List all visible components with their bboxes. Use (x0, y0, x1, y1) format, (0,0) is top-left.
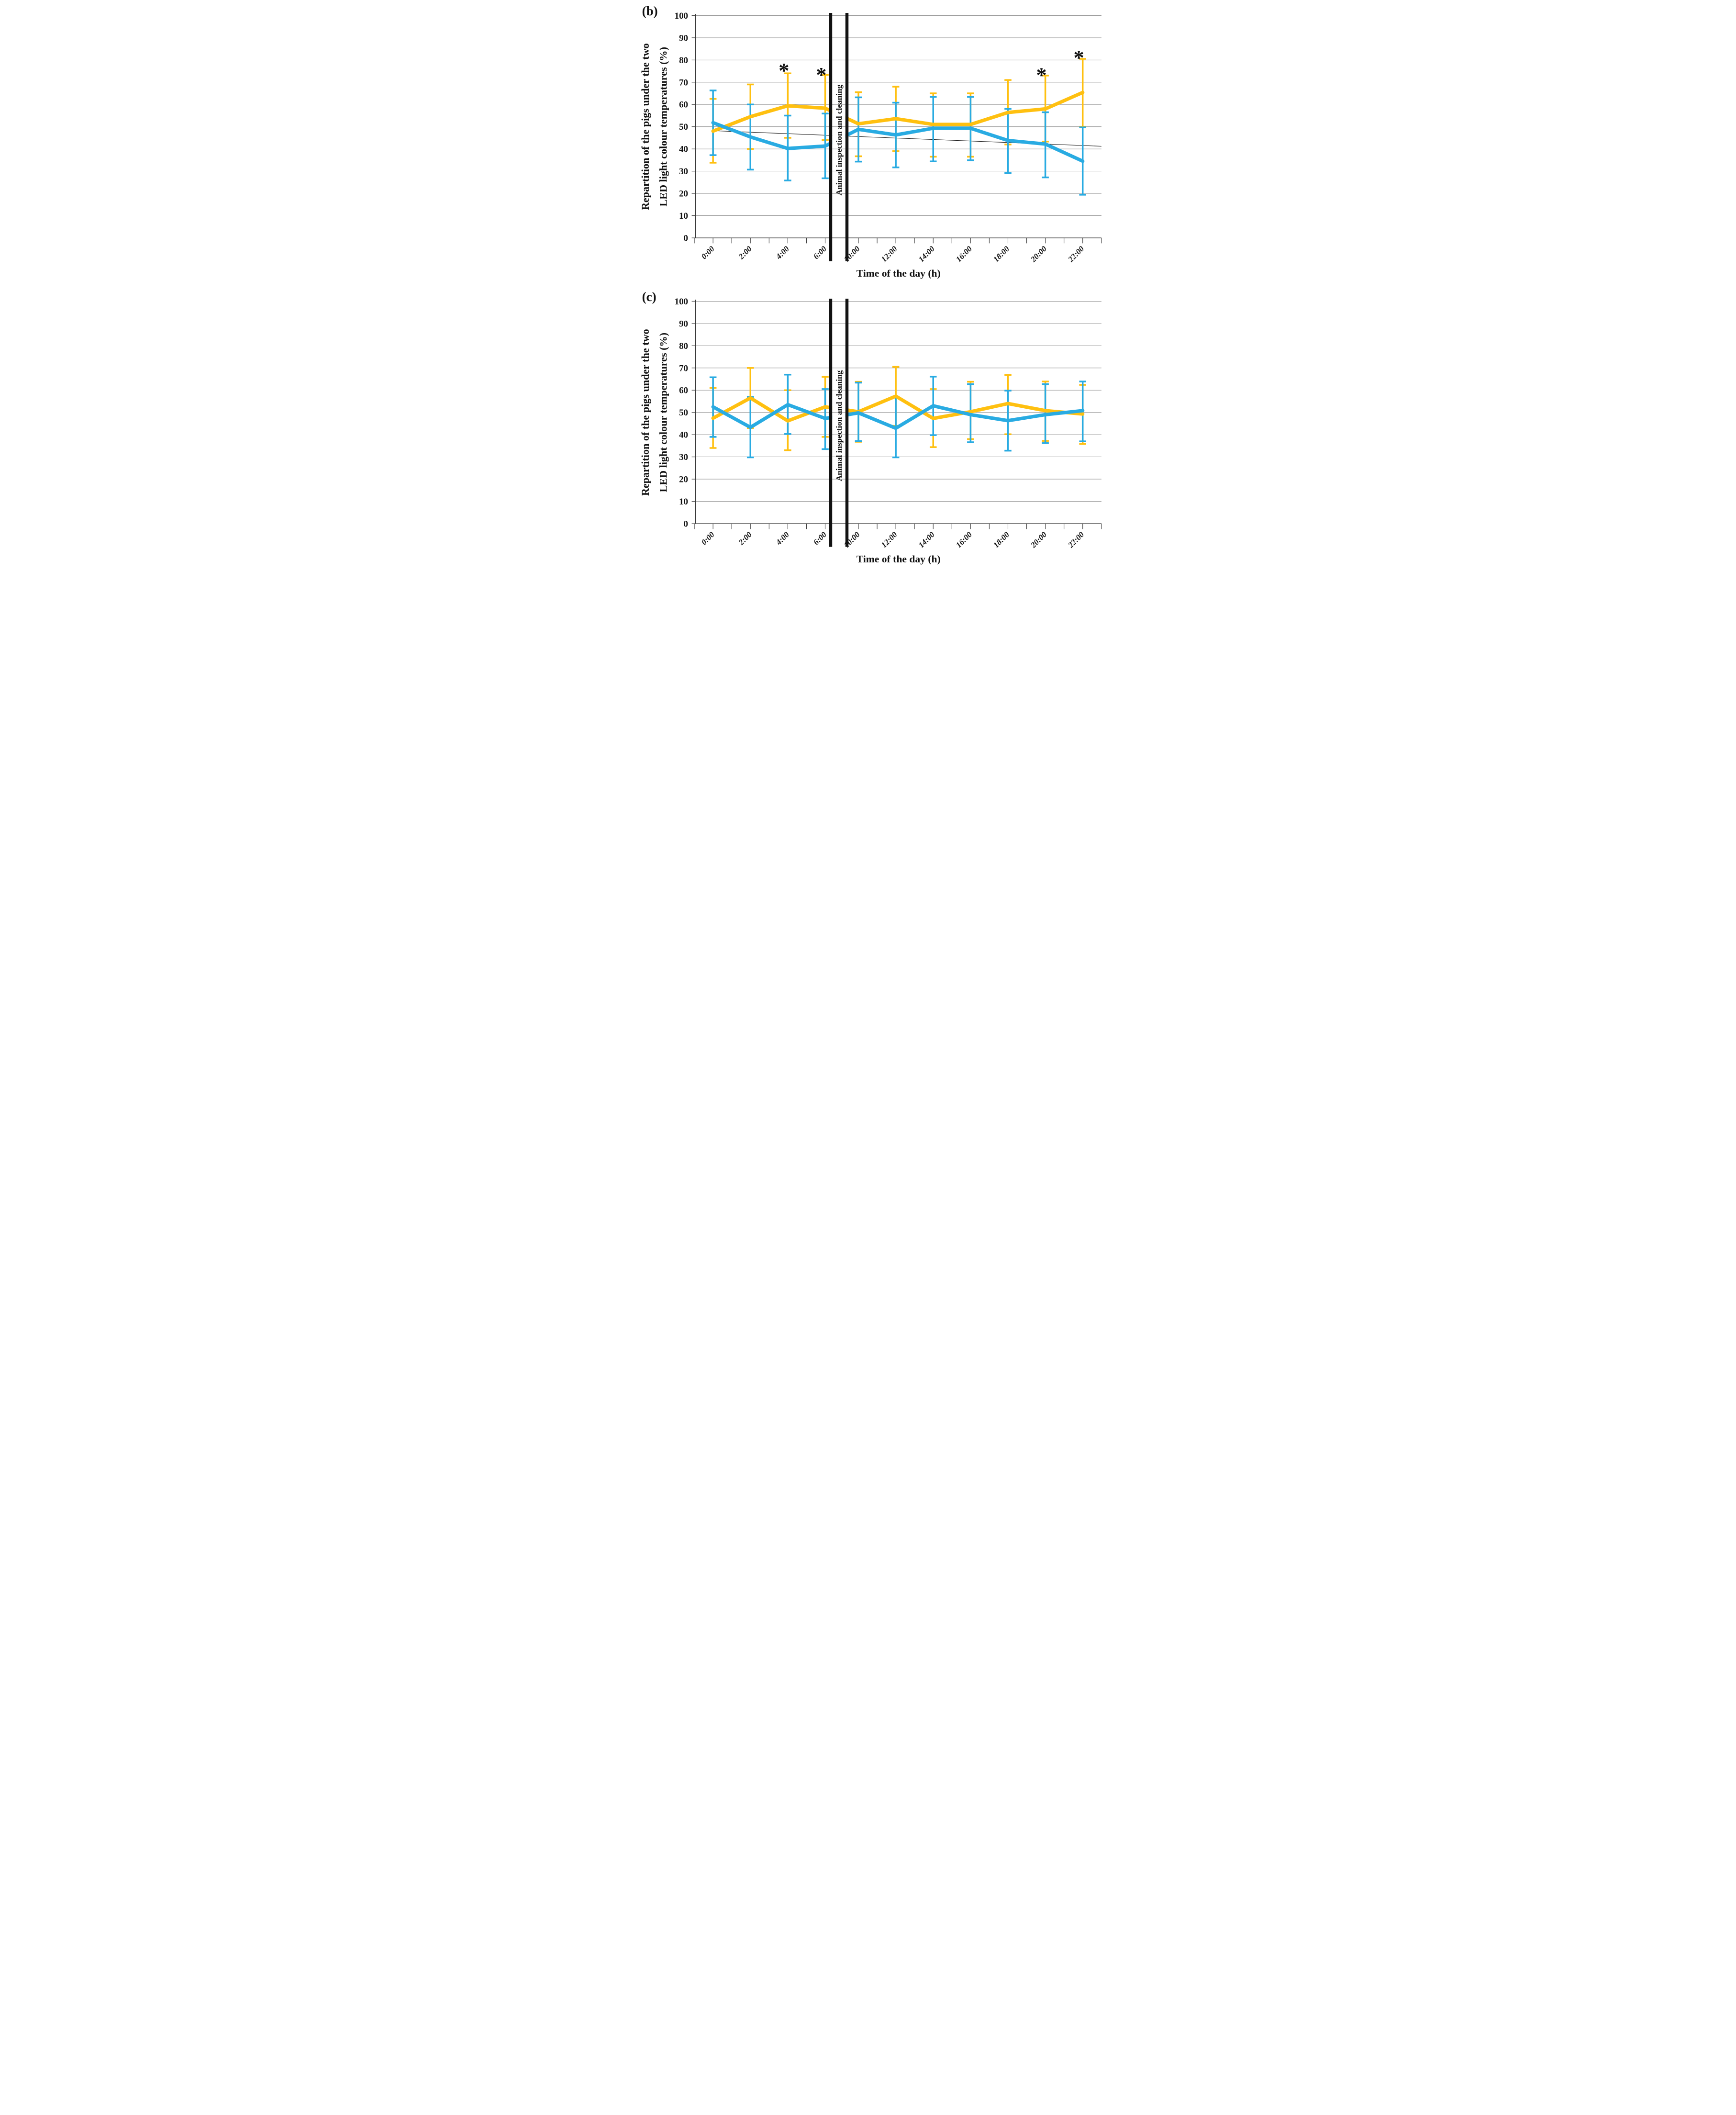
x-tick-label: 2:00 (736, 530, 754, 547)
x-axis-title: Time of the day (h) (857, 553, 941, 565)
series-group (709, 58, 1102, 196)
chart-c-svg: 0 10 20 30 40 50 60 70 80 90 100 0:00 2:00 4:00 6:00 10… (639, 297, 1102, 565)
break-bar-left (829, 13, 833, 261)
x-tick-label: 22:00 (1066, 244, 1086, 264)
x-tick-label: 14:00 (917, 530, 936, 549)
y-tick-label: 10 (679, 497, 688, 507)
y-tick-label: 80 (679, 341, 688, 351)
axes (691, 300, 1102, 529)
y-tick-label: 50 (679, 122, 688, 132)
x-tick-label: 6:00 (812, 244, 829, 261)
significance-asterisk: * (1073, 45, 1084, 69)
blue-line (711, 121, 1085, 163)
x-tick-label: 0:00 (700, 244, 717, 261)
break-bar-right (845, 298, 849, 547)
panel-b: (b) 0 10 20 30 40 50 60 70 80 90 100 0:00 2:00 4:00 6:… (634, 0, 1102, 286)
y-tick-label: 50 (679, 408, 688, 418)
x-tick-label: 6:00 (812, 530, 829, 547)
x-axis-title: Time of the day (h) (857, 268, 941, 279)
significance-asterisk: * (1036, 63, 1046, 87)
x-tick-label: 2:00 (736, 244, 754, 261)
x-tick-label: 20:00 (1028, 530, 1048, 550)
y-axis-title-line2: LED light colour temperatures (%) (657, 47, 669, 206)
break-bar-left (829, 298, 833, 547)
x-tick-label: 20:00 (1028, 244, 1048, 264)
y-tick-label: 40 (679, 430, 688, 440)
blue-line (711, 403, 1085, 430)
y-tick-label: 10 (679, 211, 688, 221)
y-tick-label: 20 (679, 189, 688, 199)
significance-asterisk: * (816, 63, 826, 87)
x-tick-label: 10:00 (842, 530, 862, 549)
x-tick-label: 0:00 (700, 530, 717, 547)
panel-letter-b: (b) (642, 4, 658, 18)
x-tick-label: 16:00 (954, 530, 974, 549)
x-tick-label: 4:00 (774, 530, 791, 547)
significance-asterisk: * (779, 58, 789, 82)
gridlines (695, 15, 1102, 216)
y-tick-label: 0 (684, 233, 688, 243)
y-tick-label: 100 (675, 297, 688, 307)
axis-break: Animal inspection and cleaning (829, 13, 849, 261)
panel-c: (c) 0 10 20 30 40 50 60 70 80 90 100 0:00 2:00 4:00 6:… (634, 286, 1102, 571)
x-tick-label: 18:00 (991, 530, 1011, 549)
axis-break: Animal inspection and cleaning (829, 298, 849, 547)
x-tick-label: 4:00 (774, 244, 791, 261)
chart-b-svg: 0 10 20 30 40 50 60 70 80 90 100 0:00 2:00 4:00 6:00 10… (639, 11, 1102, 279)
panel-letter-c: (c) (642, 289, 657, 304)
y-tick-label: 40 (679, 145, 688, 155)
x-tick-label: 22:00 (1066, 530, 1086, 550)
y-tick-label: 60 (679, 386, 688, 396)
y-axis-title-line1: Repartition of the pigs under the two (639, 329, 651, 496)
break-label: Animal inspection and cleaning (835, 84, 844, 195)
y-axis-title-line2: LED light colour temperatures (%) (657, 333, 669, 492)
x-tick-label: 14:00 (917, 244, 936, 264)
break-bar-right (845, 13, 849, 261)
y-tick-label: 70 (679, 78, 688, 88)
x-tick-label: 16:00 (954, 244, 974, 264)
yellow-line (711, 90, 1085, 133)
y-tick-label: 80 (679, 56, 688, 66)
y-tick-label: 100 (675, 11, 688, 21)
x-tick-label: 18:00 (991, 244, 1011, 264)
break-label: Animal inspection and cleaning (835, 370, 844, 481)
y-tick-label: 90 (679, 33, 688, 43)
y-axis-title-line1: Repartition of the pigs under the two (639, 43, 651, 210)
y-tick-label: 70 (679, 363, 688, 373)
y-tick-label: 60 (679, 100, 688, 110)
y-tick-label: 0 (684, 519, 688, 529)
figure: (b) 0 10 20 30 40 50 60 70 80 90 100 0:00 2:00 4:00 6:… (634, 0, 1102, 571)
gridlines (695, 301, 1102, 502)
y-tick-label: 90 (679, 319, 688, 329)
x-tick-label: 12:00 (879, 530, 899, 549)
x-tick-label: 10:00 (842, 244, 862, 264)
y-tick-label: 20 (679, 475, 688, 485)
y-tick-label: 30 (679, 452, 688, 462)
axes (691, 14, 1102, 244)
series-group (709, 366, 1087, 459)
y-tick-label: 30 (679, 167, 688, 177)
x-tick-label: 12:00 (879, 244, 899, 264)
